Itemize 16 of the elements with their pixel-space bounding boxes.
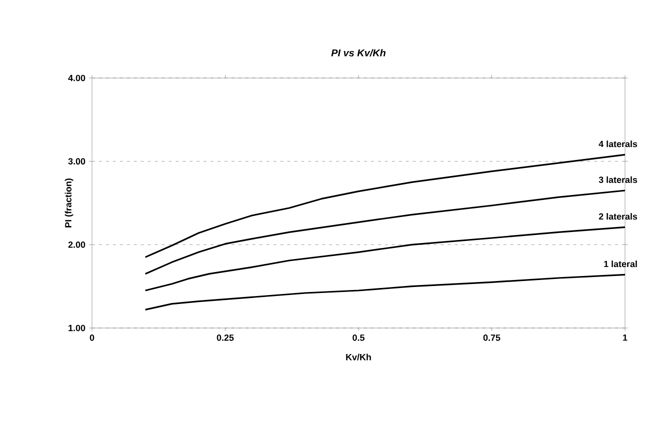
chart-title: PI vs Kv/Kh [331, 49, 386, 57]
series-label: 4 laterals [598, 140, 638, 148]
y-tick-label: 4.00 [68, 74, 86, 82]
x-tick-label: 0 [90, 334, 94, 341]
series-label: 2 laterals [598, 213, 638, 220]
y-tick-label: 1.00 [68, 324, 86, 332]
series-label: 1 lateral [604, 260, 637, 268]
x-tick-label: 1 [623, 334, 628, 341]
series-label: 3 laterals [598, 176, 638, 183]
y-axis-title: PI (fraction) [64, 178, 74, 228]
x-tick-label: 0.75 [483, 334, 500, 341]
y-tick-label: 2.00 [68, 241, 86, 248]
x-tick-label: 0.5 [352, 334, 364, 341]
x-axis-title: Kv/Kh [346, 354, 371, 360]
x-tick-label: 0.25 [216, 334, 234, 341]
y-tick-label: 3.00 [68, 158, 86, 165]
